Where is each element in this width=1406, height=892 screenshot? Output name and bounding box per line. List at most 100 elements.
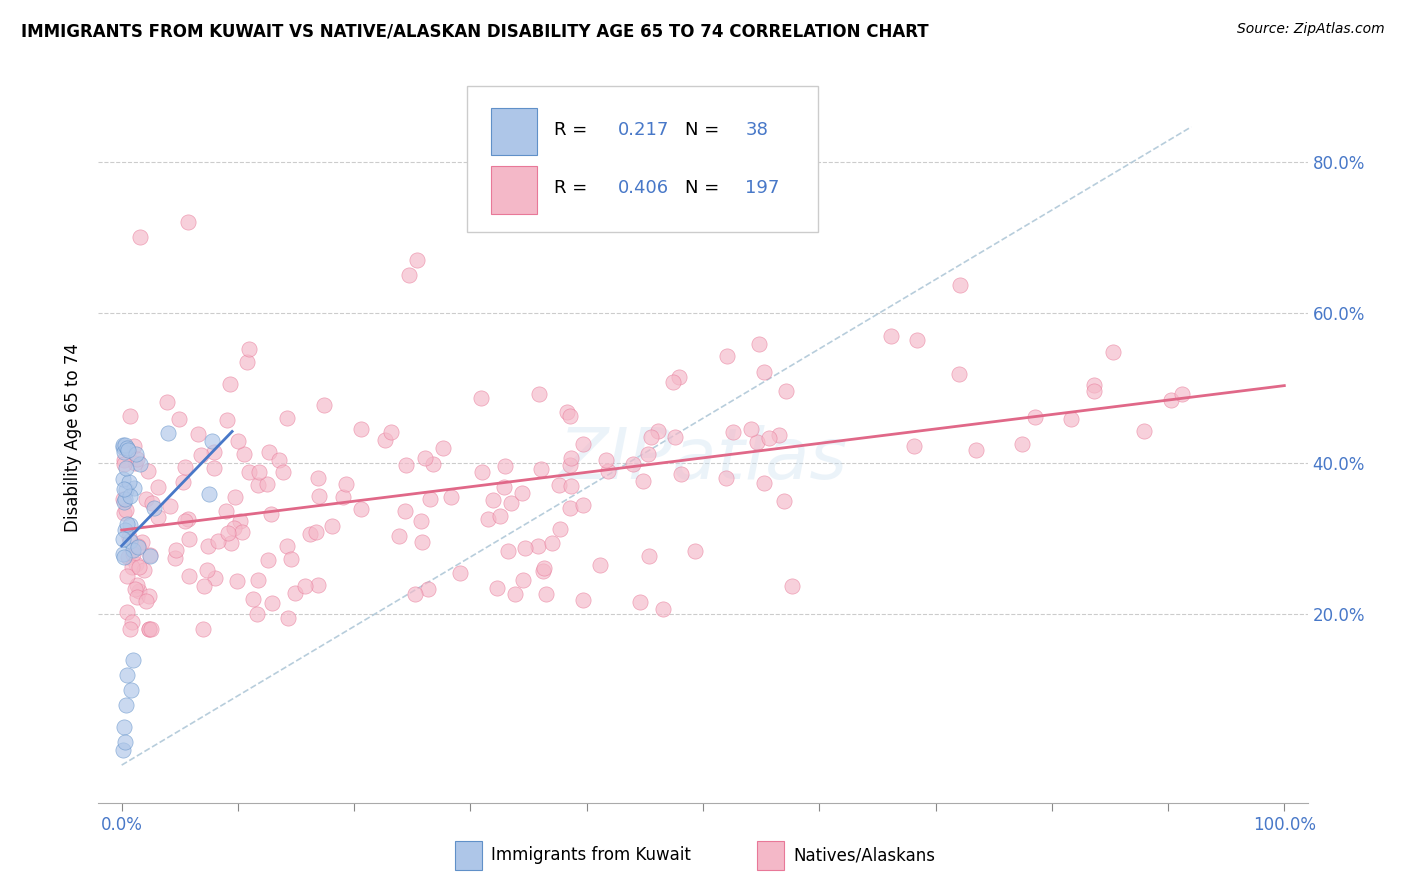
Point bbox=[118, 623, 141, 637]
Point bbox=[238, 465, 260, 479]
Point bbox=[560, 451, 582, 466]
Point bbox=[494, 458, 516, 473]
Point bbox=[124, 456, 146, 470]
Point bbox=[533, 561, 555, 575]
Text: Natives/Alaskans: Natives/Alaskans bbox=[794, 847, 935, 864]
Point bbox=[167, 411, 190, 425]
Point bbox=[280, 552, 302, 566]
Point bbox=[492, 480, 515, 494]
Point bbox=[125, 452, 148, 467]
Point bbox=[233, 447, 256, 461]
Point bbox=[224, 490, 246, 504]
Point bbox=[411, 534, 433, 549]
Point bbox=[125, 557, 148, 571]
Point bbox=[321, 519, 343, 533]
Text: 197: 197 bbox=[745, 179, 780, 197]
Point bbox=[740, 422, 762, 436]
Text: R =: R = bbox=[554, 179, 593, 197]
Point bbox=[628, 595, 651, 609]
Point bbox=[187, 426, 209, 441]
Point bbox=[754, 475, 776, 490]
Point bbox=[236, 355, 259, 369]
Point bbox=[229, 514, 252, 528]
Point bbox=[530, 462, 553, 476]
Point bbox=[307, 471, 329, 485]
Point bbox=[135, 491, 157, 506]
Point bbox=[398, 268, 420, 282]
Point bbox=[267, 453, 290, 467]
Point bbox=[191, 623, 214, 637]
Point bbox=[173, 460, 195, 475]
Point bbox=[114, 491, 136, 506]
Point bbox=[112, 457, 135, 471]
Point bbox=[129, 457, 152, 471]
Point bbox=[122, 481, 145, 495]
Point bbox=[949, 278, 972, 293]
Point bbox=[165, 551, 187, 566]
Point bbox=[652, 602, 675, 616]
Point bbox=[246, 478, 269, 492]
Point bbox=[112, 495, 135, 509]
Point bbox=[668, 369, 690, 384]
Point bbox=[120, 517, 142, 532]
Point bbox=[115, 516, 138, 531]
Point bbox=[276, 540, 298, 554]
Point bbox=[572, 498, 595, 512]
Bar bbox=[492, 167, 537, 214]
Point bbox=[560, 478, 582, 492]
Point bbox=[721, 425, 744, 439]
Point bbox=[374, 433, 396, 447]
Point bbox=[247, 466, 270, 480]
Point bbox=[555, 405, 578, 419]
Point bbox=[631, 474, 654, 488]
Text: R =: R = bbox=[554, 121, 593, 139]
Point bbox=[540, 535, 562, 549]
Text: 38: 38 bbox=[745, 121, 768, 139]
Point bbox=[112, 547, 135, 561]
Point bbox=[271, 465, 294, 479]
Point bbox=[112, 506, 135, 520]
Point bbox=[589, 558, 612, 572]
Point bbox=[621, 457, 644, 471]
Point bbox=[716, 349, 738, 363]
Point bbox=[138, 549, 160, 563]
Point bbox=[242, 592, 264, 607]
Point bbox=[156, 395, 179, 409]
Point bbox=[118, 409, 141, 424]
Point bbox=[148, 480, 170, 494]
Point bbox=[111, 743, 134, 757]
Point bbox=[197, 539, 219, 553]
Point bbox=[207, 534, 229, 549]
Point bbox=[114, 437, 136, 451]
Point bbox=[513, 541, 536, 556]
Point bbox=[165, 542, 187, 557]
Point bbox=[198, 486, 221, 500]
Point bbox=[120, 533, 142, 548]
Point bbox=[117, 443, 139, 458]
Point bbox=[496, 543, 519, 558]
Point bbox=[531, 564, 554, 578]
Point bbox=[1170, 387, 1192, 401]
Point bbox=[661, 376, 683, 390]
Point bbox=[1133, 424, 1156, 438]
Point bbox=[534, 587, 557, 601]
Point bbox=[122, 652, 145, 666]
Point bbox=[548, 478, 571, 492]
Point bbox=[439, 491, 461, 505]
Text: 0.406: 0.406 bbox=[619, 179, 669, 197]
Point bbox=[202, 444, 225, 458]
Point bbox=[195, 563, 218, 577]
Text: N =: N = bbox=[685, 121, 725, 139]
Point bbox=[117, 667, 139, 681]
Point bbox=[143, 501, 166, 516]
Point bbox=[413, 450, 436, 465]
Point bbox=[298, 527, 321, 541]
Point bbox=[231, 524, 253, 539]
Point bbox=[754, 365, 776, 379]
Point bbox=[111, 438, 134, 452]
Point bbox=[112, 483, 135, 497]
Point bbox=[471, 465, 494, 479]
Point bbox=[1083, 384, 1105, 399]
Point bbox=[1102, 345, 1125, 359]
Point bbox=[395, 458, 418, 472]
